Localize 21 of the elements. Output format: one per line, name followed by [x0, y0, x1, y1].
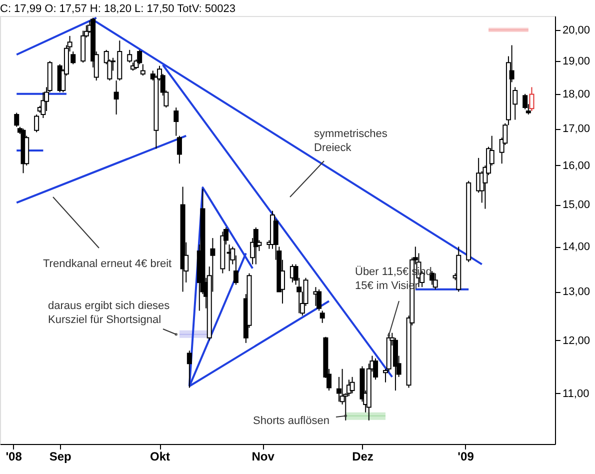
x-tick-label: Dez	[352, 450, 374, 464]
chart-title: C: 17,99 O: 17,57 H: 18,20 L: 17,50 TotV: 50023	[0, 3, 236, 15]
annotation: Trendkanal erneut 4€ breit	[43, 258, 172, 270]
annotation: symmetrisches Dreieck	[314, 128, 388, 154]
x-tick-label: Nov	[252, 450, 275, 464]
y-tick-label: 20,00	[562, 24, 590, 36]
annotation: daraus ergibt sich dieses Kursziel für Shortsignal	[48, 300, 170, 326]
y-tick-label: 14,00	[562, 241, 590, 254]
x-tick-label: Okt	[150, 450, 170, 464]
x-tick-label: '08	[6, 450, 22, 464]
y-tick-label: 18,00	[562, 88, 590, 100]
y-tick-label: 12,00	[562, 334, 590, 347]
y-tick-label: 19,00	[562, 56, 590, 68]
y-tick-label: 17,00	[562, 123, 590, 136]
y-tick-label: 11,00	[562, 388, 590, 400]
x-tick-label: Sep	[49, 450, 72, 464]
annotation: Shorts auflösen	[253, 415, 330, 427]
x-tick-label: '09	[458, 450, 474, 464]
y-tick-label: 16,00	[562, 160, 590, 172]
y-tick-label: 13,00	[562, 286, 590, 298]
y-tick-label: 15,00	[562, 199, 590, 212]
